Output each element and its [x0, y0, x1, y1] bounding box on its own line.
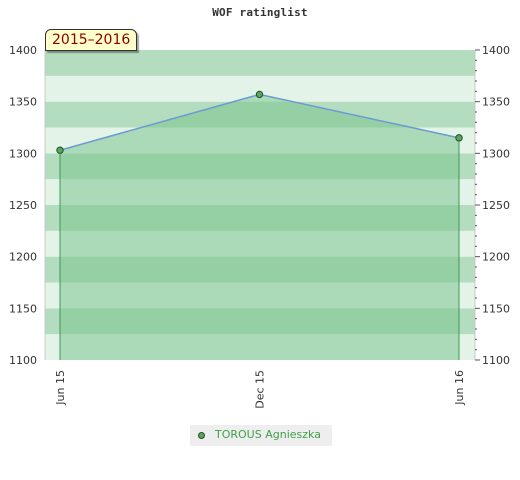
series-area: [59, 93, 460, 360]
data-point[interactable]: [455, 134, 463, 142]
y-tick-label-right: 1100: [482, 354, 510, 367]
y-axis-left: 1100 1150 1200 1250 1300 1350 1400: [9, 44, 37, 367]
y-tick-label-right: 1400: [482, 44, 510, 57]
x-tick-label: Jun 16: [453, 370, 466, 406]
period-badge: 2015–2016: [45, 29, 138, 51]
y-tick-label-right: 1250: [482, 199, 510, 212]
grid-band: [45, 50, 475, 76]
data-point[interactable]: [56, 146, 64, 154]
legend[interactable]: TOROUS Agnieszka: [190, 425, 332, 446]
y-tick-label-right: 1300: [482, 147, 510, 160]
y-tick-label-left: 1350: [9, 96, 37, 109]
y-tick-label-left: 1250: [9, 199, 37, 212]
y-tick-label-left: 1400: [9, 44, 37, 57]
y-tick-label-right: 1200: [482, 251, 510, 264]
y-tick-label-left: 1200: [9, 251, 37, 264]
x-tick-label: Jun 15: [54, 370, 67, 406]
data-point[interactable]: [255, 90, 264, 99]
series-area-fill: [60, 94, 459, 360]
legend-label[interactable]: TOROUS Agnieszka: [215, 428, 321, 441]
y-tick-label-right: 1150: [482, 302, 510, 315]
chart-title: WOF ratinglist: [212, 6, 308, 19]
y-tick-label-right: 1350: [482, 96, 510, 109]
legend-marker-icon: [198, 432, 205, 439]
y-axis-right: 1100 1150 1200 1250 1300 1350 1400: [475, 44, 510, 367]
x-axis: Jun 15 Dec 15 Jun 16: [54, 370, 466, 409]
series-markers[interactable]: [56, 90, 463, 154]
y-tick-label-left: 1150: [9, 302, 37, 315]
y-tick-label-left: 1100: [9, 354, 37, 367]
y-tick-label-left: 1300: [9, 147, 37, 160]
x-tick-label: Dec 15: [254, 370, 267, 409]
